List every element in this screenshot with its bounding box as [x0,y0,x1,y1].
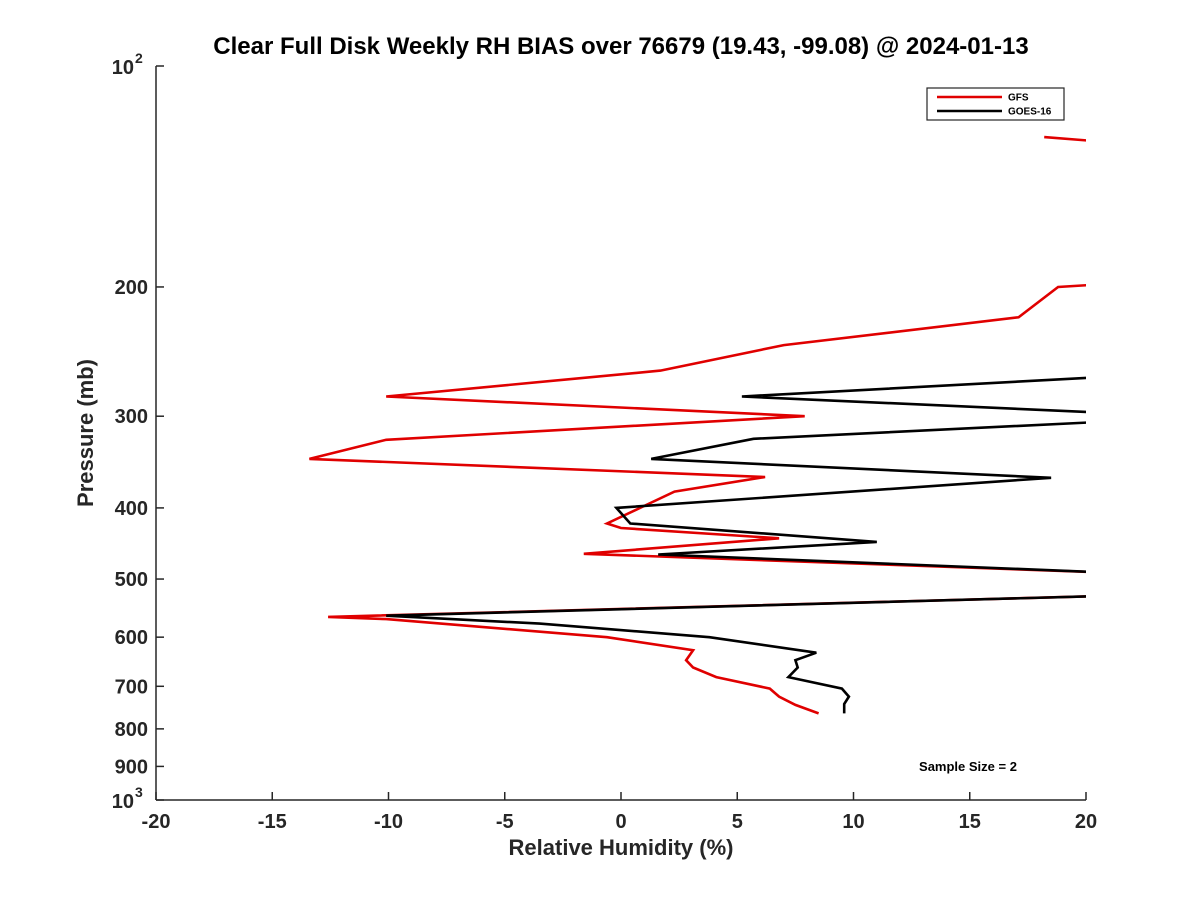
x-ticks: -20 -15 -10 -5 0 5 10 15 20 [142,792,1097,833]
legend-box [926,87,1065,121]
legend-label-gfs: GFS [1008,93,1029,104]
x-axis-label: Relative Humidity (%) [509,835,734,860]
y-tick-label: 600 [115,627,148,649]
series-line-goes-16 [741,376,1086,414]
series-group [309,135,1086,715]
x-tick-label: 20 [1075,811,1097,833]
legend-label-goes-16: GOES-16 [1008,107,1052,118]
y-tick-label-exponent: 3 [135,784,143,800]
chart-title: Clear Full Disk Weekly RH BIAS over 7667… [213,33,1028,60]
x-tick-label: -15 [258,811,287,833]
y-tick-label: 900 [115,756,148,778]
y-tick-label: 500 [115,569,148,591]
series-line-gfs [309,283,1086,574]
y-tick-label-exponent: 2 [135,50,143,66]
axes [155,66,1086,801]
x-tick-label: -20 [142,811,171,833]
series-line-goes-16 [386,595,1086,714]
x-tick-label: 10 [842,811,864,833]
y-tick-label: 700 [115,676,148,698]
legend: GFS GOES-16 [926,87,1065,121]
series-line-goes-16 [613,421,1086,573]
sample-size-annotation: Sample Size = 2 [919,759,1017,774]
y-tick-label: 300 [115,406,148,428]
x-tick-label: -5 [496,811,514,833]
y-tick-label: 10 [112,57,134,79]
y-tick-label: 200 [115,277,148,299]
x-tick-label: 0 [615,811,626,833]
series-line-gfs [328,595,1086,715]
x-tick-label: -10 [374,811,403,833]
y-tick-label: 800 [115,719,148,741]
y-axis-label: Pressure (mb) [73,359,98,507]
series-line-gfs [1044,135,1086,142]
y-tick-label: 10 [112,791,134,813]
x-tick-label: 5 [732,811,743,833]
y-tick-label: 400 [115,498,148,520]
x-tick-label: 15 [959,811,981,833]
